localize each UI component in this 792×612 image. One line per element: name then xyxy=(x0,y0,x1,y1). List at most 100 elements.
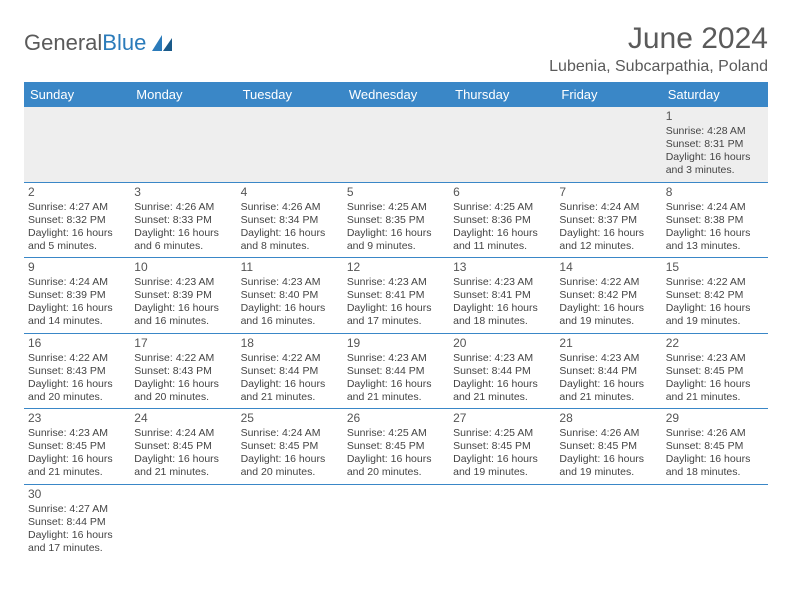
daylight-line: Daylight: 16 hours and 9 minutes. xyxy=(347,227,445,253)
calendar-cell: 28Sunrise: 4:26 AMSunset: 8:45 PMDayligh… xyxy=(555,409,661,484)
sunrise-line: Sunrise: 4:27 AM xyxy=(28,503,126,516)
sunset-line: Sunset: 8:44 PM xyxy=(241,365,339,378)
day-number: 30 xyxy=(28,487,126,502)
sunset-line: Sunset: 8:40 PM xyxy=(241,289,339,302)
calendar-cell: 26Sunrise: 4:25 AMSunset: 8:45 PMDayligh… xyxy=(343,409,449,484)
day-number: 16 xyxy=(28,336,126,351)
calendar-week: 9Sunrise: 4:24 AMSunset: 8:39 PMDaylight… xyxy=(24,258,768,334)
day-header: Tuesday xyxy=(237,82,343,107)
daylight-line: Daylight: 16 hours and 21 minutes. xyxy=(241,378,339,404)
sunrise-line: Sunrise: 4:22 AM xyxy=(241,352,339,365)
daylight-line: Daylight: 16 hours and 16 minutes. xyxy=(241,302,339,328)
sunset-line: Sunset: 8:38 PM xyxy=(666,214,764,227)
calendar-cell xyxy=(130,107,236,182)
calendar-cell: 20Sunrise: 4:23 AMSunset: 8:44 PMDayligh… xyxy=(449,334,555,409)
daylight-line: Daylight: 16 hours and 13 minutes. xyxy=(666,227,764,253)
calendar-cell xyxy=(237,107,343,182)
day-number: 1 xyxy=(666,109,764,124)
calendar-cell: 3Sunrise: 4:26 AMSunset: 8:33 PMDaylight… xyxy=(130,183,236,258)
daylight-line: Daylight: 16 hours and 17 minutes. xyxy=(28,529,126,555)
sunrise-line: Sunrise: 4:23 AM xyxy=(453,352,551,365)
daylight-line: Daylight: 16 hours and 14 minutes. xyxy=(28,302,126,328)
sunrise-line: Sunrise: 4:25 AM xyxy=(347,427,445,440)
calendar-cell: 29Sunrise: 4:26 AMSunset: 8:45 PMDayligh… xyxy=(662,409,768,484)
day-header: Monday xyxy=(130,82,236,107)
calendar-cell: 4Sunrise: 4:26 AMSunset: 8:34 PMDaylight… xyxy=(237,183,343,258)
sunset-line: Sunset: 8:45 PM xyxy=(559,440,657,453)
page: GeneralBlue June 2024 Lubenia, Subcarpat… xyxy=(0,0,792,559)
day-number: 25 xyxy=(241,411,339,426)
day-header-row: Sunday Monday Tuesday Wednesday Thursday… xyxy=(24,82,768,107)
sunrise-line: Sunrise: 4:22 AM xyxy=(559,276,657,289)
day-number: 13 xyxy=(453,260,551,275)
daylight-line: Daylight: 16 hours and 18 minutes. xyxy=(666,453,764,479)
day-number: 29 xyxy=(666,411,764,426)
calendar-cell: 2Sunrise: 4:27 AMSunset: 8:32 PMDaylight… xyxy=(24,183,130,258)
calendar-cell xyxy=(555,485,661,560)
calendar-cell: 30Sunrise: 4:27 AMSunset: 8:44 PMDayligh… xyxy=(24,485,130,560)
brand-part1: General xyxy=(24,30,102,56)
sunset-line: Sunset: 8:34 PM xyxy=(241,214,339,227)
calendar-cell: 19Sunrise: 4:23 AMSunset: 8:44 PMDayligh… xyxy=(343,334,449,409)
day-number: 26 xyxy=(347,411,445,426)
daylight-line: Daylight: 16 hours and 21 minutes. xyxy=(28,453,126,479)
weeks-container: 1Sunrise: 4:28 AMSunset: 8:31 PMDaylight… xyxy=(24,107,768,559)
daylight-line: Daylight: 16 hours and 21 minutes. xyxy=(666,378,764,404)
daylight-line: Daylight: 16 hours and 20 minutes. xyxy=(134,378,232,404)
sunset-line: Sunset: 8:32 PM xyxy=(28,214,126,227)
sunrise-line: Sunrise: 4:26 AM xyxy=(666,427,764,440)
sunset-line: Sunset: 8:35 PM xyxy=(347,214,445,227)
calendar-cell xyxy=(449,485,555,560)
daylight-line: Daylight: 16 hours and 11 minutes. xyxy=(453,227,551,253)
day-number: 12 xyxy=(347,260,445,275)
calendar-cell xyxy=(24,107,130,182)
sunrise-line: Sunrise: 4:22 AM xyxy=(28,352,126,365)
day-number: 8 xyxy=(666,185,764,200)
sunset-line: Sunset: 8:45 PM xyxy=(453,440,551,453)
calendar-cell: 1Sunrise: 4:28 AMSunset: 8:31 PMDaylight… xyxy=(662,107,768,182)
sunset-line: Sunset: 8:44 PM xyxy=(559,365,657,378)
sunset-line: Sunset: 8:33 PM xyxy=(134,214,232,227)
calendar-cell: 25Sunrise: 4:24 AMSunset: 8:45 PMDayligh… xyxy=(237,409,343,484)
day-number: 10 xyxy=(134,260,232,275)
day-header: Friday xyxy=(555,82,661,107)
calendar-week: 2Sunrise: 4:27 AMSunset: 8:32 PMDaylight… xyxy=(24,183,768,259)
calendar-week: 16Sunrise: 4:22 AMSunset: 8:43 PMDayligh… xyxy=(24,334,768,410)
calendar-cell xyxy=(662,485,768,560)
header: GeneralBlue June 2024 Lubenia, Subcarpat… xyxy=(24,22,768,76)
daylight-line: Daylight: 16 hours and 19 minutes. xyxy=(559,302,657,328)
day-number: 4 xyxy=(241,185,339,200)
day-header: Saturday xyxy=(662,82,768,107)
sunset-line: Sunset: 8:44 PM xyxy=(28,516,126,529)
daylight-line: Daylight: 16 hours and 21 minutes. xyxy=(134,453,232,479)
sunset-line: Sunset: 8:41 PM xyxy=(347,289,445,302)
calendar-cell xyxy=(343,485,449,560)
sunrise-line: Sunrise: 4:22 AM xyxy=(666,276,764,289)
calendar-cell: 18Sunrise: 4:22 AMSunset: 8:44 PMDayligh… xyxy=(237,334,343,409)
daylight-line: Daylight: 16 hours and 19 minutes. xyxy=(666,302,764,328)
day-number: 22 xyxy=(666,336,764,351)
day-header: Wednesday xyxy=(343,82,449,107)
sunset-line: Sunset: 8:31 PM xyxy=(666,138,764,151)
daylight-line: Daylight: 16 hours and 8 minutes. xyxy=(241,227,339,253)
day-number: 2 xyxy=(28,185,126,200)
sunset-line: Sunset: 8:39 PM xyxy=(134,289,232,302)
day-header: Sunday xyxy=(24,82,130,107)
calendar-cell: 13Sunrise: 4:23 AMSunset: 8:41 PMDayligh… xyxy=(449,258,555,333)
calendar-cell: 27Sunrise: 4:25 AMSunset: 8:45 PMDayligh… xyxy=(449,409,555,484)
sunset-line: Sunset: 8:42 PM xyxy=(559,289,657,302)
sunrise-line: Sunrise: 4:24 AM xyxy=(28,276,126,289)
day-number: 3 xyxy=(134,185,232,200)
calendar-cell xyxy=(555,107,661,182)
day-number: 27 xyxy=(453,411,551,426)
calendar-cell: 15Sunrise: 4:22 AMSunset: 8:42 PMDayligh… xyxy=(662,258,768,333)
location: Lubenia, Subcarpathia, Poland xyxy=(549,58,768,76)
day-number: 11 xyxy=(241,260,339,275)
daylight-line: Daylight: 16 hours and 20 minutes. xyxy=(241,453,339,479)
day-number: 9 xyxy=(28,260,126,275)
sunset-line: Sunset: 8:39 PM xyxy=(28,289,126,302)
calendar-cell: 10Sunrise: 4:23 AMSunset: 8:39 PMDayligh… xyxy=(130,258,236,333)
daylight-line: Daylight: 16 hours and 5 minutes. xyxy=(28,227,126,253)
sunrise-line: Sunrise: 4:23 AM xyxy=(559,352,657,365)
calendar-cell: 22Sunrise: 4:23 AMSunset: 8:45 PMDayligh… xyxy=(662,334,768,409)
